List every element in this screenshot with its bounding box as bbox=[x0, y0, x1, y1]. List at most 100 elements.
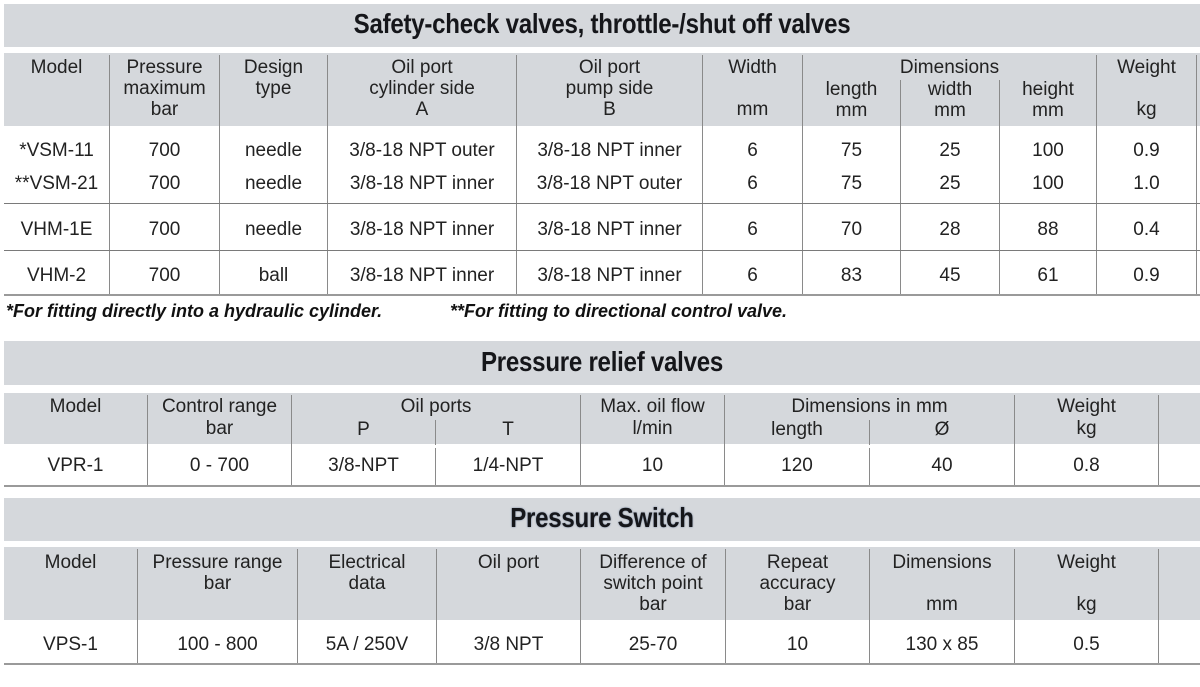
table3-header-band bbox=[4, 547, 1200, 620]
t1-header-dim-width: width mm bbox=[927, 79, 973, 121]
t1-header-divider bbox=[900, 80, 901, 127]
cell-oil-a: 3/8-18 NPT inner bbox=[349, 219, 495, 240]
cell-height: 88 bbox=[1037, 219, 1059, 240]
t1-bottom-rule bbox=[4, 294, 1200, 296]
t1-header-design: Design type bbox=[243, 57, 304, 99]
cell-length: 75 bbox=[840, 173, 863, 194]
t2-header-model: Model bbox=[49, 396, 102, 417]
cell-weight: 0.4 bbox=[1133, 219, 1160, 240]
t2-header-p: P bbox=[357, 419, 370, 440]
cell-diameter: 40 bbox=[931, 455, 953, 476]
t2-divider bbox=[147, 395, 148, 485]
cell-pressure: 700 bbox=[148, 173, 181, 194]
cell-electrical: 5A / 250V bbox=[325, 634, 409, 655]
cell-control-range: 0 - 700 bbox=[189, 455, 250, 476]
t1-body-divider bbox=[1196, 127, 1197, 295]
cell-difference: 25-70 bbox=[628, 634, 678, 655]
footnote-control-valve: **For fitting to directional control val… bbox=[450, 301, 788, 321]
cell-oil-port: 3/8 NPT bbox=[473, 634, 544, 655]
t2-header-max-flow: Max. oil flow l/min bbox=[600, 396, 705, 439]
t2-divider bbox=[580, 395, 581, 485]
cell-weight: 0.5 bbox=[1073, 634, 1100, 655]
cell-length: 83 bbox=[840, 265, 863, 286]
cell-dimensions: 130 x 85 bbox=[905, 634, 979, 655]
t1-header-model: Model bbox=[30, 57, 83, 78]
cell-model: VPS-1 bbox=[43, 634, 98, 655]
t3-divider bbox=[297, 549, 298, 663]
t2-bottom-rule bbox=[4, 485, 1200, 487]
cell-repeat: 10 bbox=[786, 634, 809, 655]
t3-divider bbox=[1158, 549, 1159, 663]
cell-port-t: 1/4-NPT bbox=[472, 455, 544, 476]
t1-body-divider bbox=[327, 127, 328, 295]
t2-divider bbox=[869, 420, 870, 445]
cell-dim-width: 28 bbox=[939, 219, 961, 240]
t1-header-height: height mm bbox=[1022, 79, 1074, 121]
t1-header-dimensions: Dimensions bbox=[899, 57, 1000, 78]
cell-design: ball bbox=[258, 265, 289, 286]
t1-header-oil-a: Oil port cylinder side A bbox=[369, 57, 475, 120]
cell-design: needle bbox=[244, 219, 303, 240]
cell-dim-width: 25 bbox=[939, 140, 961, 161]
t1-body-divider bbox=[1096, 127, 1097, 295]
table2-title: Pressure relief valves bbox=[480, 346, 723, 377]
t1-row-rule bbox=[4, 203, 1200, 204]
cell-design: needle bbox=[244, 173, 303, 194]
t3-divider bbox=[869, 549, 870, 663]
cell-height: 100 bbox=[1032, 173, 1064, 194]
cell-model: VHM-2 bbox=[26, 265, 87, 286]
t3-header-pressure-range: Pressure range bar bbox=[152, 552, 283, 594]
t1-row-rule bbox=[4, 250, 1200, 251]
t1-header-divider bbox=[702, 55, 703, 127]
t1-header-divider bbox=[999, 80, 1000, 127]
t2-divider bbox=[435, 420, 436, 445]
t1-header-divider bbox=[1096, 55, 1097, 127]
t3-header-oil-port: Oil port bbox=[477, 552, 540, 573]
t2-divider bbox=[291, 395, 292, 485]
t3-header-dimensions: Dimensions mm bbox=[892, 552, 992, 615]
cell-model: VPR-1 bbox=[47, 455, 104, 476]
t1-body-divider bbox=[802, 127, 803, 295]
t2-header-t: T bbox=[502, 419, 514, 440]
cell-weight: 0.9 bbox=[1133, 140, 1160, 161]
cell-weight: 0.9 bbox=[1133, 265, 1160, 286]
t3-header-repeat: Repeat accuracy bar bbox=[759, 552, 836, 615]
t3-divider bbox=[137, 549, 138, 663]
cell-design: needle bbox=[244, 140, 303, 161]
table1-title-band bbox=[4, 4, 1200, 47]
t3-header-model: Model bbox=[44, 552, 97, 573]
t1-header-oil-b: Oil port pump side B bbox=[565, 57, 654, 120]
t1-body-divider bbox=[900, 127, 901, 295]
table2-header-band bbox=[4, 393, 1200, 444]
cell-pressure: 700 bbox=[148, 219, 181, 240]
cell-oil-a: 3/8-18 NPT inner bbox=[349, 265, 495, 286]
t3-bottom-rule bbox=[4, 663, 1200, 665]
cell-oil-b: 3/8-18 NPT inner bbox=[537, 265, 682, 286]
cell-width: 6 bbox=[747, 173, 758, 194]
t1-header-divider bbox=[1196, 55, 1197, 127]
t3-divider bbox=[1014, 549, 1015, 663]
t3-divider bbox=[580, 549, 581, 663]
t2-header-weight: Weight kg bbox=[1057, 396, 1116, 439]
cell-model: *VSM-11 bbox=[19, 140, 94, 161]
cell-width: 6 bbox=[747, 219, 758, 240]
cell-height: 61 bbox=[1037, 265, 1059, 286]
t1-body-divider bbox=[516, 127, 517, 295]
t3-divider bbox=[436, 549, 437, 663]
t3-header-difference: Difference of switch point bar bbox=[599, 552, 707, 615]
t2-header-oil-ports: Oil ports bbox=[400, 396, 472, 417]
cell-weight: 1.0 bbox=[1133, 173, 1160, 194]
t1-body-divider bbox=[702, 127, 703, 295]
table1-header-band bbox=[4, 53, 1200, 126]
t2-header-length: length bbox=[771, 419, 823, 440]
t1-header-width: Width mm bbox=[728, 57, 777, 120]
cell-oil-b: 3/8-18 NPT outer bbox=[536, 173, 683, 194]
cell-length: 75 bbox=[840, 140, 863, 161]
cell-width: 6 bbox=[747, 265, 758, 286]
cell-weight: 0.8 bbox=[1073, 455, 1100, 476]
cell-width: 6 bbox=[747, 140, 758, 161]
t1-body-divider bbox=[219, 127, 220, 295]
t1-header-divider bbox=[327, 55, 328, 127]
cell-dim-width: 45 bbox=[939, 265, 961, 286]
table3-title: Pressure Switch bbox=[510, 502, 694, 533]
